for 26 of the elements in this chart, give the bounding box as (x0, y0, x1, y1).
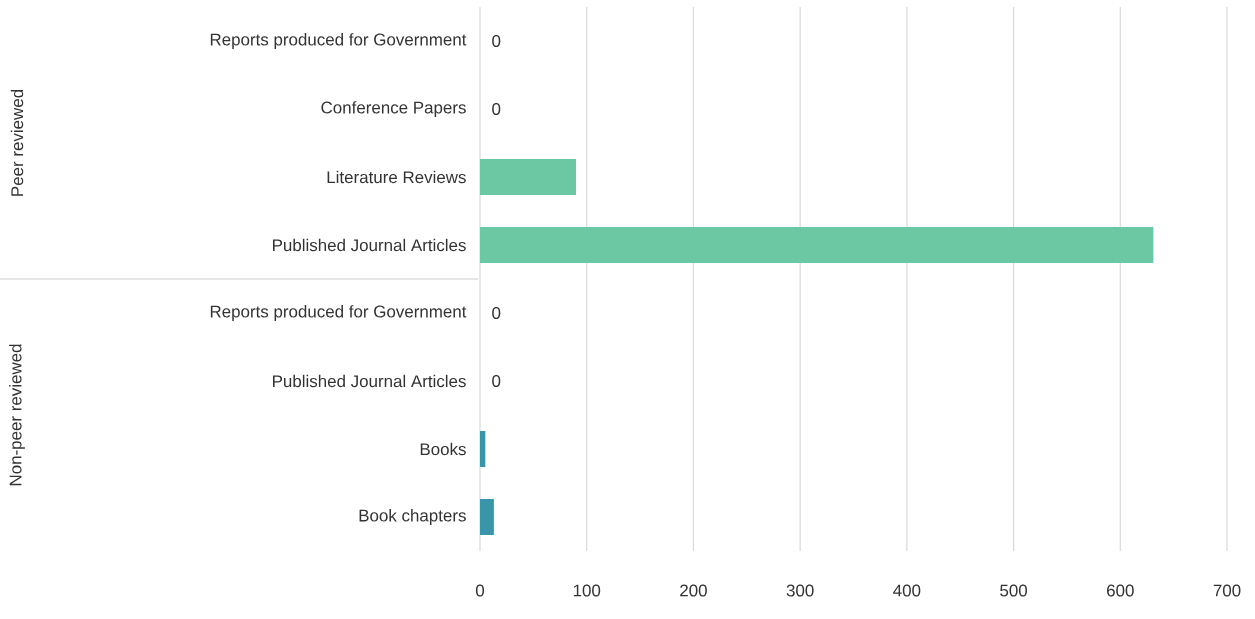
y-tick-label: Book chapters (359, 509, 466, 525)
x-tick-label: 300 (786, 584, 814, 597)
y-tick-label: Reports produced for Government (210, 305, 467, 321)
x-tick-label: 100 (573, 584, 601, 597)
y-tick-label: Published Journal Articles (273, 238, 466, 252)
y-tick-label: Conference Papers (321, 101, 466, 117)
y-tick-label: Published Journal Articles (273, 374, 466, 388)
bar (480, 159, 577, 196)
y-tick-label: Literature Reviews (327, 170, 466, 184)
data-label: 0 (492, 35, 501, 48)
text: Peer reviewed (10, 89, 24, 196)
bar (480, 499, 494, 536)
text: Non-peer reviewed (9, 344, 25, 486)
x-tick-label: 600 (1107, 584, 1134, 597)
bar (480, 431, 486, 468)
x-tick-label: 400 (893, 584, 921, 597)
x-tick-label: 700 (1213, 584, 1241, 597)
data-label: 0 (492, 307, 501, 320)
y-tick-label: Books (420, 442, 466, 456)
x-tick-label: 0 (475, 584, 485, 597)
x-tick-label: 500 (1000, 584, 1028, 597)
data-label: 0 (492, 375, 501, 388)
bar (480, 227, 1154, 264)
data-label: 0 (492, 103, 501, 116)
y-tick-label: Reports produced for Government (210, 33, 467, 49)
x-tick-label: 200 (680, 584, 707, 597)
